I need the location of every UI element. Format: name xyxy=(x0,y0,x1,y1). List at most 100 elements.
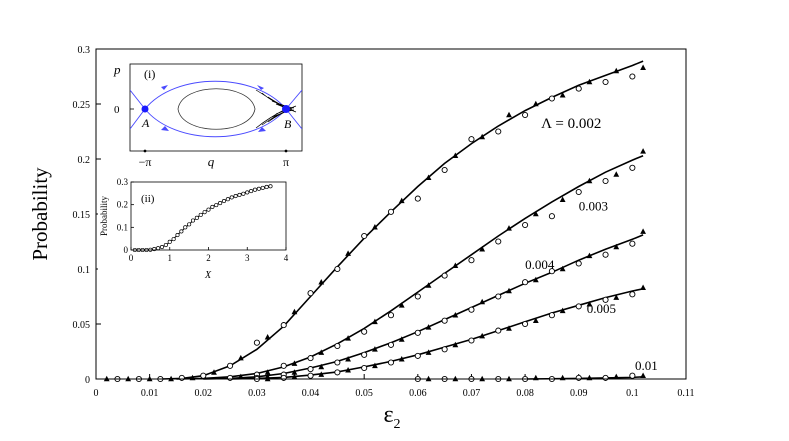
x-axis-subscript: 2 xyxy=(394,417,401,432)
circle-marker xyxy=(468,136,475,143)
series-label-value: 0.003 xyxy=(579,199,608,214)
inset-i-xtick-label-left: −π xyxy=(139,155,152,169)
inset-ii-frame xyxy=(130,181,287,251)
triangle-marker xyxy=(532,276,539,283)
circle-marker xyxy=(548,268,555,275)
triangle-marker xyxy=(559,92,566,98)
triangle-marker xyxy=(613,171,620,177)
circle-marker xyxy=(280,322,287,329)
circle-marker xyxy=(414,195,421,202)
triangle-marker xyxy=(237,373,244,380)
x-tick-label: 0 xyxy=(94,388,99,399)
circle-marker xyxy=(387,359,395,366)
triangle-marker xyxy=(345,335,351,341)
inset-ii-circle-marker xyxy=(163,242,168,248)
circle-marker xyxy=(522,221,529,229)
triangle-marker xyxy=(211,369,217,375)
circle-marker xyxy=(441,346,448,353)
circle-marker xyxy=(387,312,395,319)
inset-ii-circle-marker xyxy=(214,203,219,208)
circle-marker xyxy=(495,327,502,334)
inset-ii-y-tick-label: 0.1 xyxy=(117,222,128,232)
circle-marker xyxy=(575,303,582,310)
inset-ii-circle-marker xyxy=(179,229,184,234)
inset-ii-circle-marker xyxy=(156,246,161,251)
triangle-marker xyxy=(613,373,620,380)
inset-ii-y-tick-label: 0 xyxy=(124,245,129,255)
series-label-value: 0.005 xyxy=(587,301,616,316)
point-label-a: A xyxy=(141,116,150,130)
triangle-marker xyxy=(586,78,593,85)
fit-curve-0.004 xyxy=(203,234,644,380)
circle-marker xyxy=(629,372,636,379)
fit-curve-0.002 xyxy=(160,60,644,380)
triangle-marker xyxy=(452,152,459,158)
circle-marker xyxy=(414,329,421,336)
triangle-marker xyxy=(479,133,486,140)
y-tick-label: 0.25 xyxy=(73,100,91,111)
y-tick-label: 0.1 xyxy=(78,265,91,276)
triangle-marker xyxy=(452,341,459,348)
inner-orbit xyxy=(177,88,256,130)
circle-marker xyxy=(307,355,314,362)
triangle-marker xyxy=(532,210,539,217)
inset-ii-circle-marker xyxy=(198,212,203,217)
inset-ii-circle-marker xyxy=(194,215,199,220)
circle-marker xyxy=(468,257,475,264)
arrow-icon xyxy=(258,127,266,132)
triangle-marker xyxy=(559,196,566,202)
triangle-marker xyxy=(398,336,405,342)
triangle-marker xyxy=(345,356,351,362)
circle-marker xyxy=(602,374,609,381)
triangle-marker xyxy=(318,363,325,370)
circle-marker xyxy=(575,374,582,381)
x-tick-label: 0.08 xyxy=(516,388,534,399)
triangle-marker xyxy=(425,282,432,288)
circle-marker xyxy=(441,166,448,174)
circle-marker xyxy=(602,78,609,86)
inset-ii-circle-marker xyxy=(206,207,211,212)
x-axis-label: ε2 xyxy=(383,402,400,432)
x-tick-label: 0.02 xyxy=(195,388,213,399)
inset-ii-y-tick-label: 0.2 xyxy=(117,200,128,210)
inset-ii-circle-marker xyxy=(159,245,165,250)
circle-marker xyxy=(575,260,582,267)
inset-ii-circle-marker xyxy=(237,192,242,197)
circle-marker xyxy=(334,359,341,366)
inset-ii-circle-marker xyxy=(256,186,261,191)
circle-marker xyxy=(307,290,314,297)
triangle-marker xyxy=(398,197,405,204)
y-tick-label: 0.3 xyxy=(78,45,91,56)
circle-marker xyxy=(629,73,636,80)
main-chart: 0 0.01 0.02 0.03 0.04 0.05 0.06 0.07 0.08 0.09 0.1… xyxy=(28,45,695,432)
main-plot-frame xyxy=(95,48,687,380)
inset-ii-x-tick-label: 2 xyxy=(206,253,211,263)
triangle-marker xyxy=(425,324,432,330)
inset-ii-x-tick-label: 4 xyxy=(284,253,289,263)
arrow-icon xyxy=(257,85,264,90)
inset-phase-diagram: (i) p 0 q −π π A B xyxy=(113,62,303,169)
inset-i-xtick-label-right: π xyxy=(283,155,289,169)
x-axis-symbol: ε xyxy=(383,402,393,428)
triangle-marker xyxy=(452,262,459,268)
inset-i-ytick-label: 0 xyxy=(114,104,120,116)
inset-ii-circle-marker xyxy=(225,197,230,202)
inset-i-xtick xyxy=(143,149,147,153)
y-tick-label: 0 xyxy=(85,375,90,386)
inset-i-x-label: q xyxy=(208,154,215,169)
inset-ii-circle-marker xyxy=(221,198,227,204)
inset-ii-circle-marker xyxy=(252,187,258,192)
inset-ii-circle-marker xyxy=(264,184,269,190)
circle-marker xyxy=(200,372,207,379)
circle-marker xyxy=(227,374,234,381)
circle-marker xyxy=(468,337,475,344)
inset-ii-y-label: Probability xyxy=(99,196,109,236)
inset-ii-x-tick-label: 3 xyxy=(245,253,250,263)
inset-ii-circle-marker xyxy=(229,195,234,200)
inset-ii-circle-marker xyxy=(187,222,192,227)
inset-ii-marks xyxy=(131,184,273,253)
circle-marker xyxy=(280,362,287,369)
triangle-marker xyxy=(613,243,620,250)
circle-marker xyxy=(548,95,555,102)
